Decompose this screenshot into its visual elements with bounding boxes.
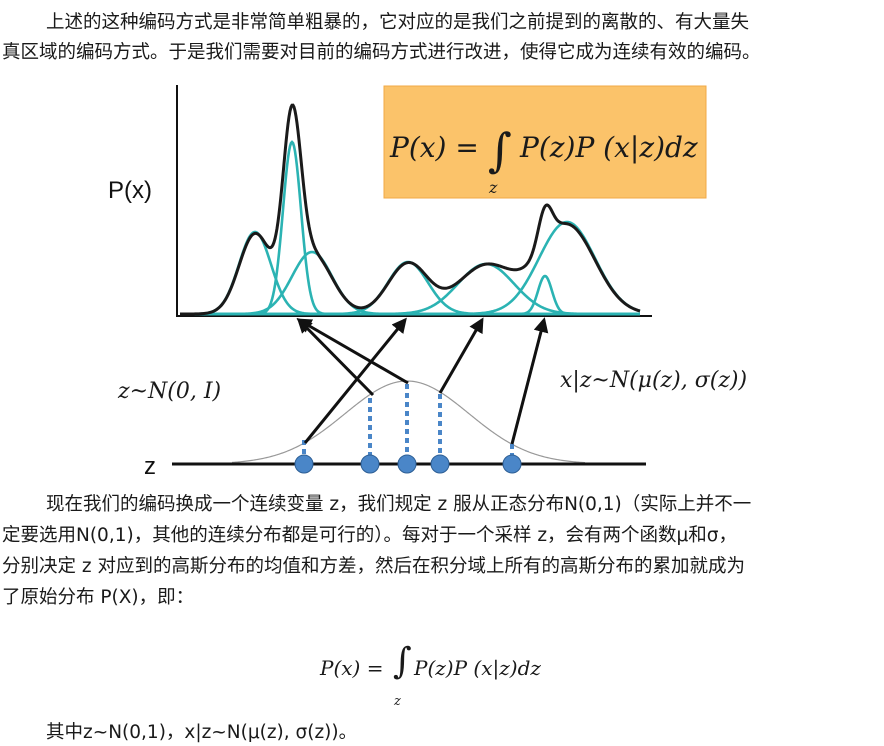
- box-formula-lhs: P(x) =: [389, 131, 479, 164]
- equation-lhs: P(x) =: [320, 656, 384, 680]
- arrow-1: [303, 317, 407, 444]
- body-line-2: 定要选用N(0,1)，其他的连续分布都是可行的）。每对于一个采样 z，会有两个函…: [2, 525, 738, 546]
- conditional-label: x|z~N(μ(z), σ(z)): [560, 368, 747, 393]
- z-samples: [294, 454, 522, 474]
- gaussian-component: [180, 262, 640, 316]
- z-sample-point: [397, 454, 417, 474]
- z-sample-point: [294, 454, 314, 474]
- equation-integral: ∫: [393, 641, 412, 682]
- gaussian-component: [180, 230, 640, 316]
- mixture-curve: [180, 103, 641, 316]
- gaussian-component: [180, 274, 640, 316]
- body-line-4: 了原始分布 P(X)，即：: [2, 587, 195, 608]
- equation-rhs: P(z)P (x|z)dz: [414, 656, 541, 680]
- formula-box: [383, 85, 707, 199]
- body-line-3: 分别决定 z 对应到的高斯分布的均值和方差，然后在积分域上所有的高斯分布的累加就…: [2, 556, 745, 577]
- final-line: 其中z~N(0,1)，x|z~N(μ(z), σ(z))。: [46, 722, 358, 743]
- arrow-5: [510, 317, 549, 445]
- box-formula-rhs: P(z)P (x|z)dz: [519, 131, 698, 164]
- intro-line-2: 真区域的编码方式。于是我们需要对目前的编码方式进行改进，使得它成为连续有效的编码…: [2, 42, 761, 63]
- z-axis-label: z: [144, 453, 156, 480]
- box-integral-sign: ∫: [488, 123, 512, 177]
- box-formula-subscript: z: [488, 178, 498, 197]
- gaussian-component: [180, 260, 640, 316]
- mapping-arrows: [296, 317, 549, 445]
- z-sample-point: [360, 454, 380, 474]
- arrow-4: [438, 317, 484, 394]
- prior-bell-curve: [231, 380, 586, 464]
- prior-label: z~N(0, I): [117, 379, 221, 404]
- intro-line-1: 上述的这种编码方式是非常简单粗暴的，它对应的是我们之前提到的离散的、有大量失: [46, 12, 750, 33]
- z-sample-point: [502, 454, 522, 474]
- z-sample-point: [430, 454, 450, 474]
- y-axis-label: P(x): [108, 177, 152, 204]
- body-line-1: 现在我们的编码换成一个连续变量 z，我们规定 z 服从正态分布N(0,1)（实际…: [46, 494, 752, 515]
- arrow-3: [296, 318, 409, 385]
- arrow-2: [296, 317, 375, 397]
- equation-subscript: z: [394, 694, 401, 709]
